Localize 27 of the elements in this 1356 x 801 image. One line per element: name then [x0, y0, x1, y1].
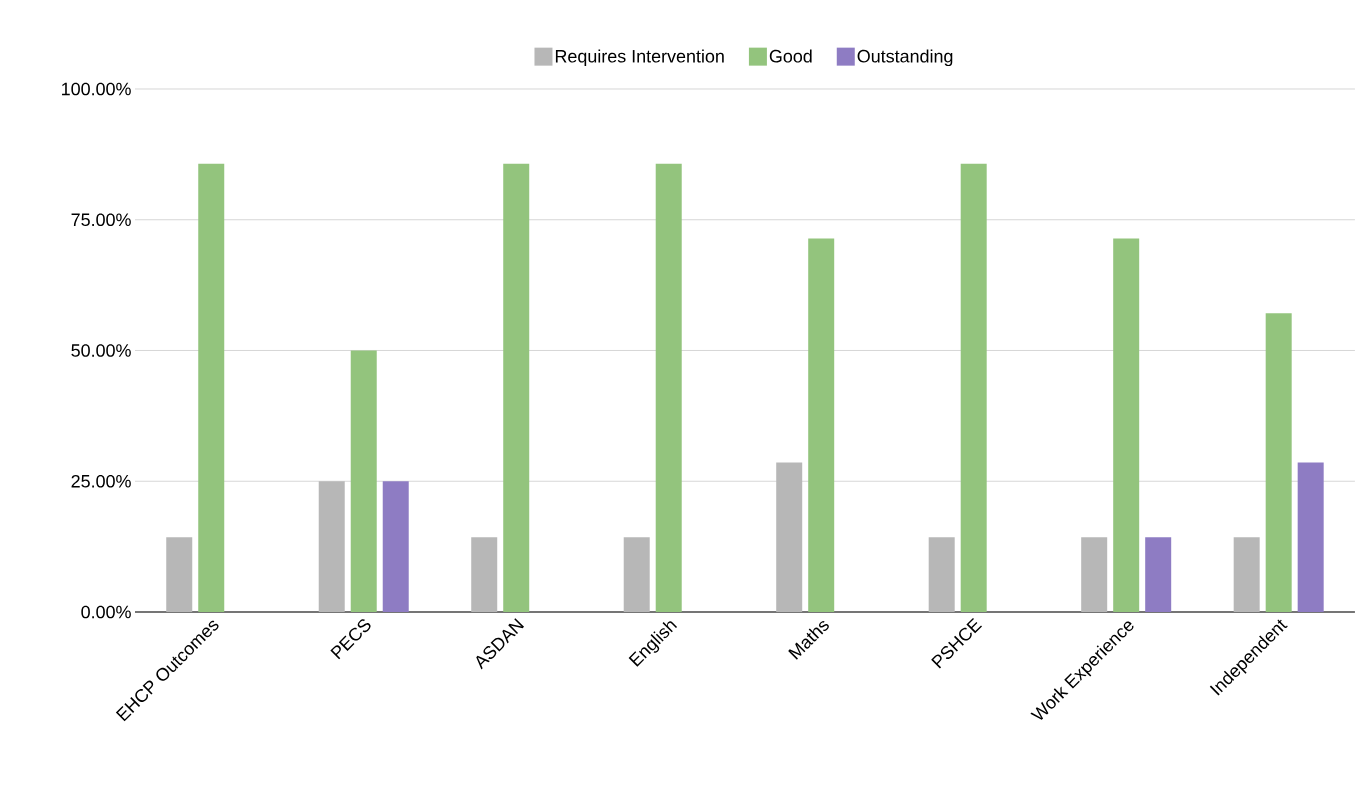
bar [318, 481, 345, 612]
bar [471, 537, 498, 612]
legend-label: Outstanding [857, 49, 953, 67]
bar [1113, 238, 1140, 612]
bar [166, 537, 193, 612]
bar [960, 163, 987, 612]
bar [1297, 462, 1324, 612]
bar [1145, 537, 1172, 612]
bar [808, 238, 835, 612]
bar [198, 163, 225, 612]
bar [623, 537, 650, 612]
bar [350, 350, 377, 612]
bar [382, 481, 409, 612]
y-tick-label: 25.00% [71, 474, 131, 488]
bar [655, 163, 682, 612]
bar [1233, 537, 1260, 612]
bar [1081, 537, 1108, 612]
y-tick-label: 100.00% [62, 82, 131, 96]
y-tick-label: 0.00% [81, 605, 131, 619]
bar [1265, 313, 1292, 612]
legend-label: Good [769, 49, 812, 63]
legend-label: Requires Intervention [555, 49, 724, 67]
bar [503, 163, 530, 612]
bar [928, 537, 955, 612]
y-tick-label: 50.00% [71, 344, 131, 357]
y-tick-label: 75.00% [71, 213, 131, 227]
bar [776, 462, 803, 612]
